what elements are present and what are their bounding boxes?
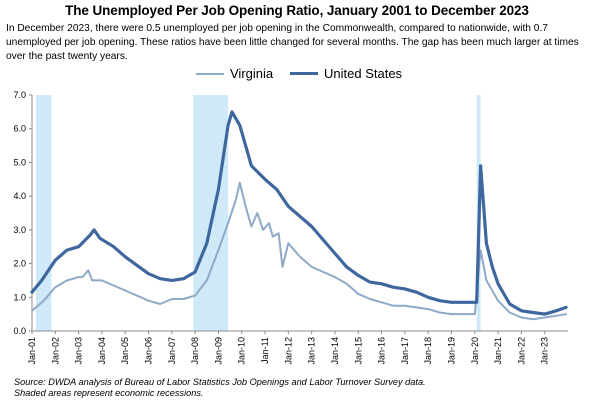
y-tick-label: 0.0	[13, 326, 26, 336]
x-tick-label: Jan-21	[493, 337, 503, 365]
x-tick-label: Jan-03	[74, 337, 84, 365]
legend-swatch-virginia	[196, 72, 224, 75]
x-tick-label: Jan-08	[190, 337, 200, 365]
source-line: Source: DWDA analysis of Bureau of Labor…	[14, 377, 426, 387]
legend-label-united-states: United States	[324, 66, 403, 81]
x-tick-label: Jan-14	[330, 337, 340, 365]
recession-note: Shaded areas represent economic recessio…	[14, 388, 204, 398]
legend-label-virginia: Virginia	[230, 66, 274, 81]
x-tick-label: Jan-20	[470, 337, 480, 365]
y-tick-label: 1.0	[13, 292, 26, 302]
y-tick-label: 4.0	[13, 191, 26, 201]
y-tick-label: 2.0	[13, 259, 26, 269]
y-tick-label: 7.0	[13, 90, 26, 100]
legend-item-virginia: Virginia	[196, 66, 273, 81]
x-tick-label: Jan-07	[167, 337, 177, 365]
chart-legend: Virginia United States	[0, 66, 594, 84]
y-tick-label: 5.0	[13, 157, 26, 167]
legend-swatch-united-states	[290, 72, 318, 75]
x-tick-label: Jan-02	[50, 337, 60, 365]
x-tick-label: Jan-10	[237, 337, 247, 365]
chart-source-note: Source: DWDA analysis of Bureau of Labor…	[14, 377, 584, 399]
x-tick-label: Jan-01	[27, 337, 37, 365]
x-tick-label: Jan-17	[400, 337, 410, 365]
x-tick-label: Jan-09	[213, 337, 223, 365]
x-tick-label: Jan-11	[260, 337, 270, 364]
chart-subtitle: In December 2023, there were 0.5 unemplo…	[6, 23, 579, 62]
x-tick-label: Jan-05	[120, 337, 130, 365]
x-tick-label: Jan-16	[377, 337, 387, 365]
recession-band	[193, 95, 229, 331]
y-tick-label: 6.0	[13, 124, 26, 134]
series-line-united-states	[30, 110, 568, 316]
chart-title: The Unemployed Per Job Opening Ratio, Ja…	[65, 3, 529, 18]
x-tick-label: Jan-22	[516, 337, 526, 365]
series-line-virginia	[31, 181, 568, 321]
x-tick-label: Jan-13	[307, 337, 317, 365]
x-tick-label: Jan-12	[283, 337, 293, 365]
x-tick-label: Jan-23	[540, 337, 550, 365]
x-tick-label: Jan-15	[353, 337, 363, 365]
x-tick-label: Jan-04	[97, 337, 107, 365]
x-tick-label: Jan-06	[144, 337, 154, 365]
x-tick-label: Jan-18	[423, 337, 433, 365]
x-tick-label: Jan-19	[446, 337, 456, 365]
y-tick-label: 3.0	[13, 225, 26, 235]
legend-item-united-states: United States	[290, 66, 402, 81]
